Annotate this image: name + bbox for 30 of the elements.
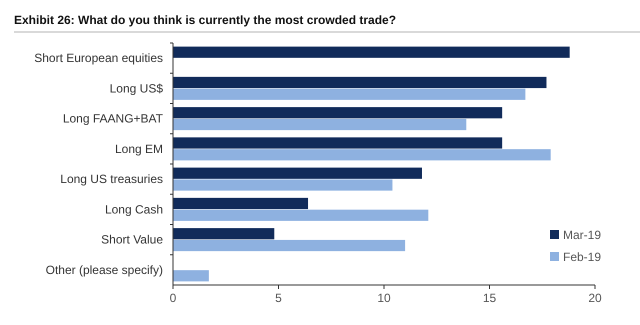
bar [173, 149, 551, 160]
x-tick-label: 20 [588, 291, 602, 305]
bar [173, 270, 209, 282]
y-tick-label: Long Cash [104, 202, 163, 216]
bar [173, 198, 308, 210]
x-tick-label: 0 [170, 291, 177, 305]
x-tick-label: 10 [377, 291, 391, 305]
bar [173, 118, 466, 130]
y-tick-label: Short European equities [34, 51, 163, 66]
bar [173, 46, 570, 58]
bar [173, 210, 428, 221]
x-tick-label: 15 [482, 291, 496, 305]
bar [173, 240, 406, 252]
bar [173, 228, 274, 240]
y-tick-label: Long EM [114, 142, 163, 156]
bar [173, 107, 502, 118]
bar [173, 168, 422, 179]
bar [173, 179, 392, 191]
y-tick-label: Long FAANG+BAT [62, 112, 164, 126]
y-tick-label: Long US treasuries [60, 172, 163, 186]
legend-label: Mar-19 [563, 228, 602, 242]
y-tick-label: Long US$ [110, 81, 164, 96]
y-tick-label: Other (please specify) [46, 262, 163, 277]
bar [173, 76, 546, 88]
legend-label: Feb-19 [563, 250, 602, 264]
bar [173, 137, 502, 149]
bar [173, 88, 526, 100]
chart-title: Exhibit 26: What do you think is currently the most crowded trade? [14, 13, 396, 27]
x-tick-label: 5 [275, 291, 282, 305]
y-tick-label: Short Value [101, 232, 164, 247]
